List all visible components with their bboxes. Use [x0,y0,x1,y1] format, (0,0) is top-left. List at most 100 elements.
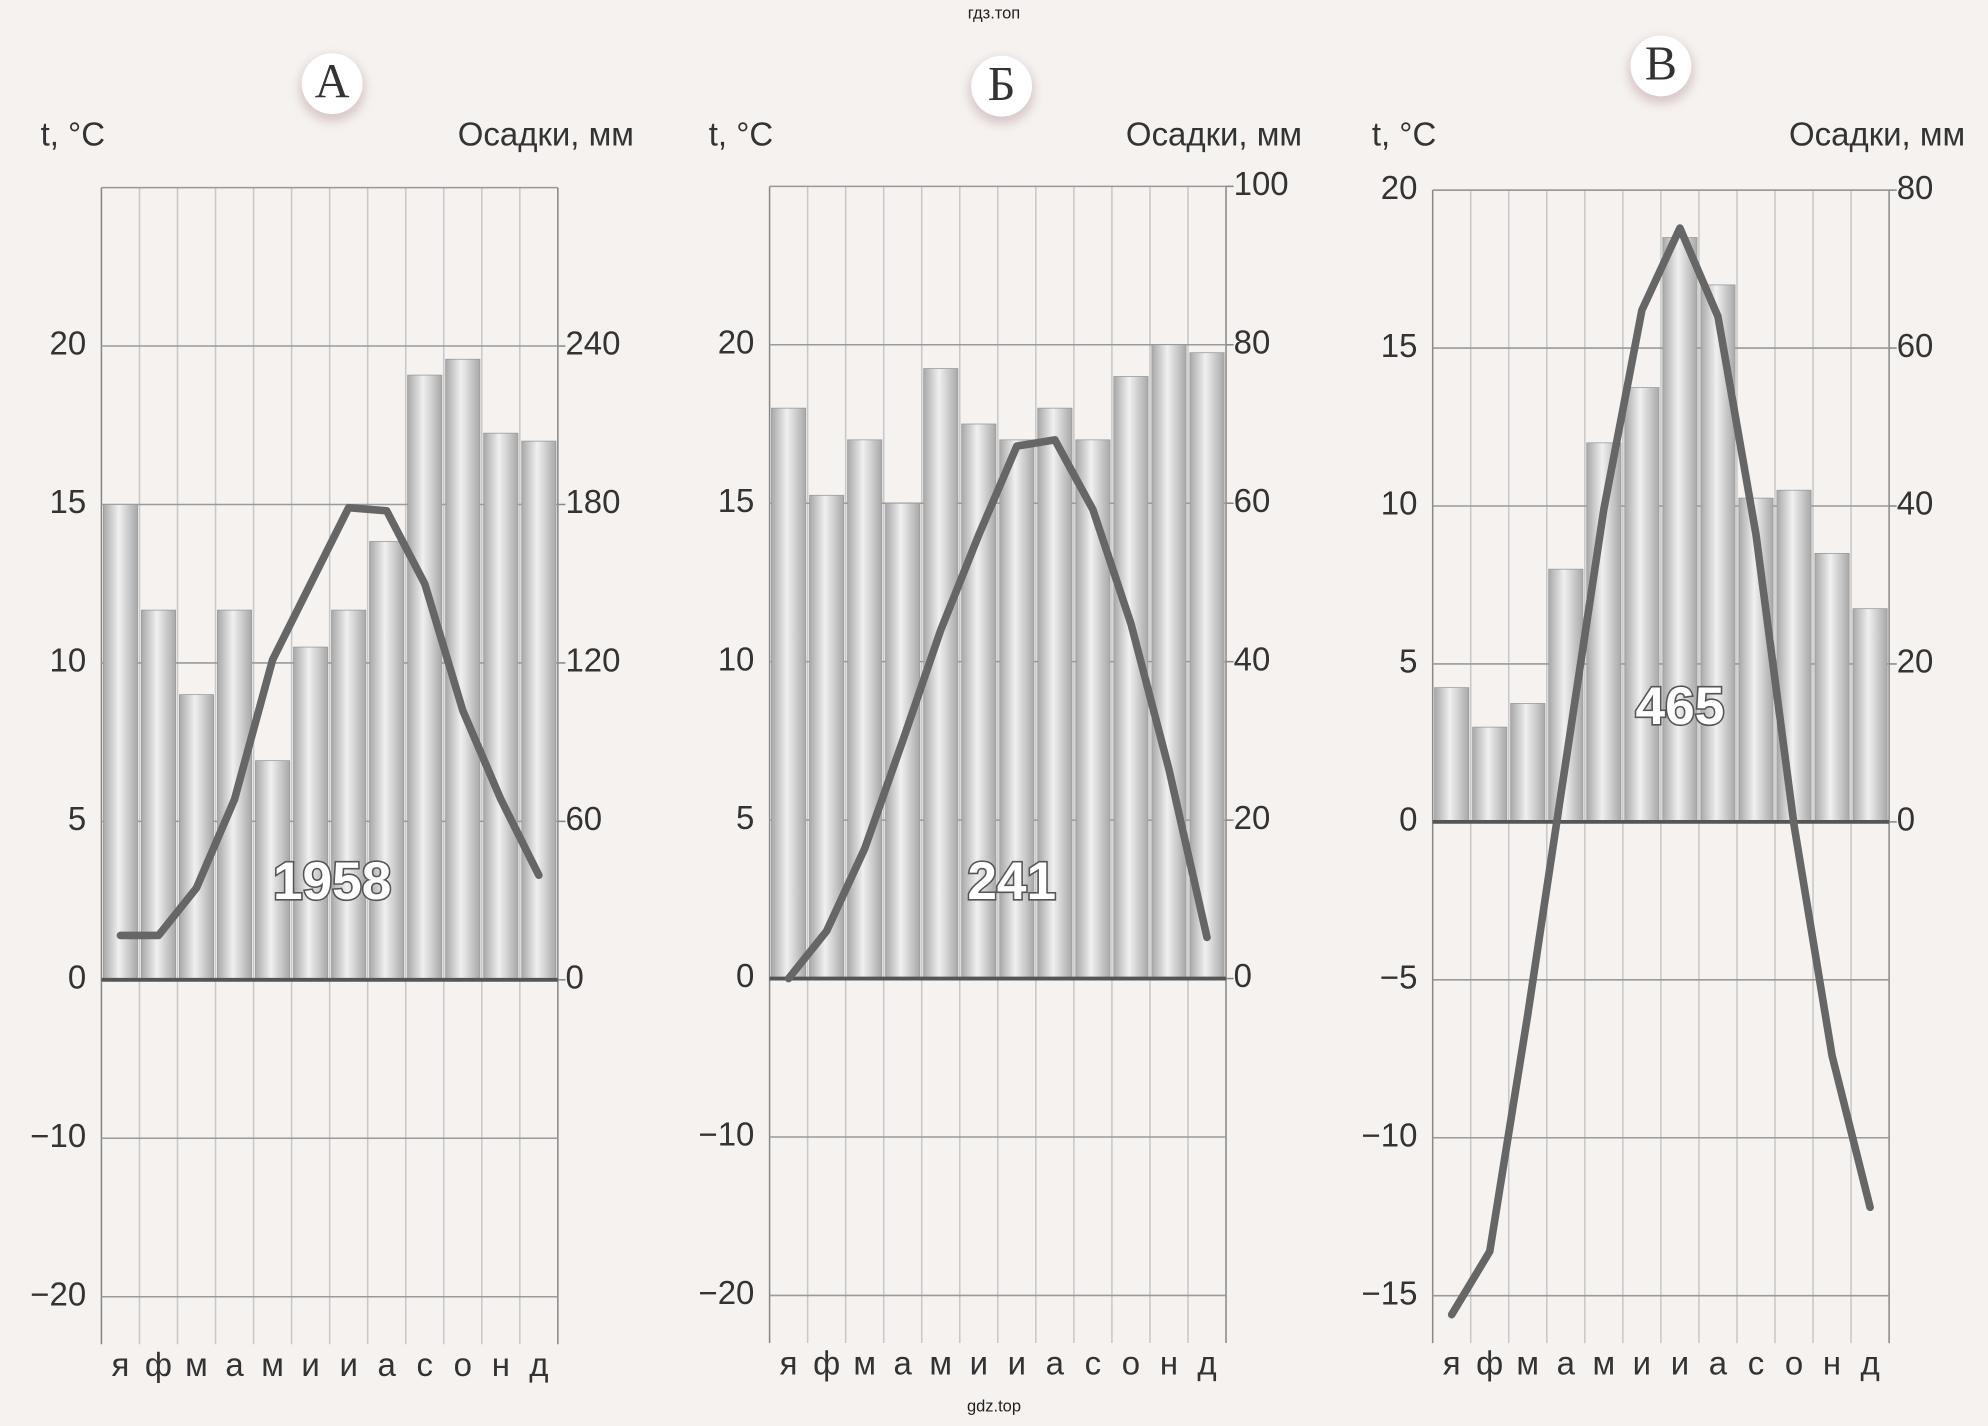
y-tick-label: −20 [698,1274,754,1311]
bar [369,541,405,981]
x-tick-label: ф [1476,1345,1503,1382]
x-tick-label: я [780,1344,798,1381]
annotation: 465 [1635,677,1724,736]
title-badge [301,53,363,115]
y2-axis-label: Осадки, мм [1126,116,1302,153]
x-tick-label: и [301,1346,319,1383]
y-axis-label: t, °C [1372,116,1436,153]
y2-tick-label: 0 [565,959,583,996]
x-tick-label: я [1443,1345,1461,1382]
y-tick-label: −5 [1380,959,1418,996]
footer-text: gdz.top [967,1397,1021,1415]
bar [1852,608,1888,823]
x-tick-label: и [1633,1345,1651,1382]
y-axis-label: t, °C [41,116,105,153]
bar [1037,407,1073,979]
y-tick-label: 10 [1381,485,1418,522]
y-tick-label: 5 [68,800,86,837]
y2-axis-label: Осадки, мм [1789,116,1965,153]
x-tick-label: а [378,1346,397,1383]
y2-tick-label: 100 [1234,165,1289,202]
y-tick-label: −20 [30,1275,86,1312]
y2-tick-label: 0 [1234,957,1252,994]
y2-tick-label: 180 [565,483,620,520]
chart-title: В [1645,37,1677,90]
title-badge [971,55,1033,117]
x-tick-label: м [261,1346,284,1383]
bar [521,440,557,981]
x-tick-label: д [1860,1345,1879,1382]
y2-tick-label: 0 [1897,801,1915,838]
y-axis-label: t, °C [709,116,773,153]
bar [771,407,807,979]
y-tick-label: 20 [50,325,87,362]
bar [1776,489,1812,823]
x-tick-label: о [1122,1344,1140,1381]
x-tick-label: а [1046,1344,1065,1381]
y2-tick-label: 20 [1897,643,1934,680]
y2-tick-label: 40 [1234,640,1271,677]
bar [1151,344,1187,979]
x-tick-label: а [1557,1345,1576,1382]
x-tick-label: и [339,1346,357,1383]
x-tick-label: м [1516,1345,1539,1382]
x-tick-label: м [185,1346,208,1383]
y2-tick-label: 240 [565,325,620,362]
x-tick-label: д [1197,1344,1216,1381]
bar [407,374,443,981]
x-tick-label: н [1160,1344,1178,1381]
bar [847,439,883,979]
y2-tick-label: 60 [565,800,602,837]
bar [1510,703,1546,823]
bar [999,439,1035,979]
temperature-line [784,436,1211,983]
y-tick-label: 5 [1399,643,1417,680]
x-tick-label: и [1671,1345,1689,1382]
x-tick-label: а [1709,1345,1728,1382]
chart-title: А [315,55,350,108]
y2-tick-label: 20 [1234,799,1271,836]
x-tick-label: с [1748,1345,1764,1382]
y2-tick-label: 120 [565,642,620,679]
bar [102,504,138,981]
bar [483,432,519,981]
x-tick-label: ф [145,1346,172,1383]
x-tick-label: м [853,1344,876,1381]
x-tick-label: о [454,1346,472,1383]
chart-title: Б [988,58,1016,111]
x-tick-label: я [112,1346,130,1383]
x-tick-label: м [929,1344,952,1381]
y-tick-label: 15 [50,483,87,520]
y2-tick-label: 40 [1897,485,1934,522]
temperature-line [1447,224,1874,1319]
bar [1624,387,1660,823]
y-tick-label: −10 [1362,1116,1418,1153]
y-tick-label: 0 [1399,801,1417,838]
y-tick-label: 0 [68,959,86,996]
y-tick-label: 15 [718,482,755,519]
y2-tick-label: 80 [1234,323,1271,360]
y2-tick-label: 60 [1897,327,1934,364]
x-tick-label: ф [813,1344,840,1381]
x-tick-label: а [225,1346,244,1383]
annotation: 241 [967,852,1056,911]
x-tick-label: н [1823,1345,1841,1382]
y-tick-label: 10 [50,642,87,679]
x-tick-label: с [416,1346,432,1383]
bar [1434,687,1470,823]
bar [1472,726,1508,823]
y-tick-label: 20 [718,323,755,360]
y2-tick-label: 80 [1897,169,1934,206]
temperature-line [116,503,543,940]
y2-tick-label: 60 [1234,482,1271,519]
x-tick-label: и [1008,1344,1026,1381]
bar [331,609,367,981]
x-tick-label: д [529,1346,548,1383]
header-text: гдз.топ [968,4,1020,22]
x-tick-label: м [1593,1345,1616,1382]
y-tick-label: 15 [1381,327,1418,364]
bar [1814,553,1850,823]
y-tick-label: 10 [718,640,755,677]
